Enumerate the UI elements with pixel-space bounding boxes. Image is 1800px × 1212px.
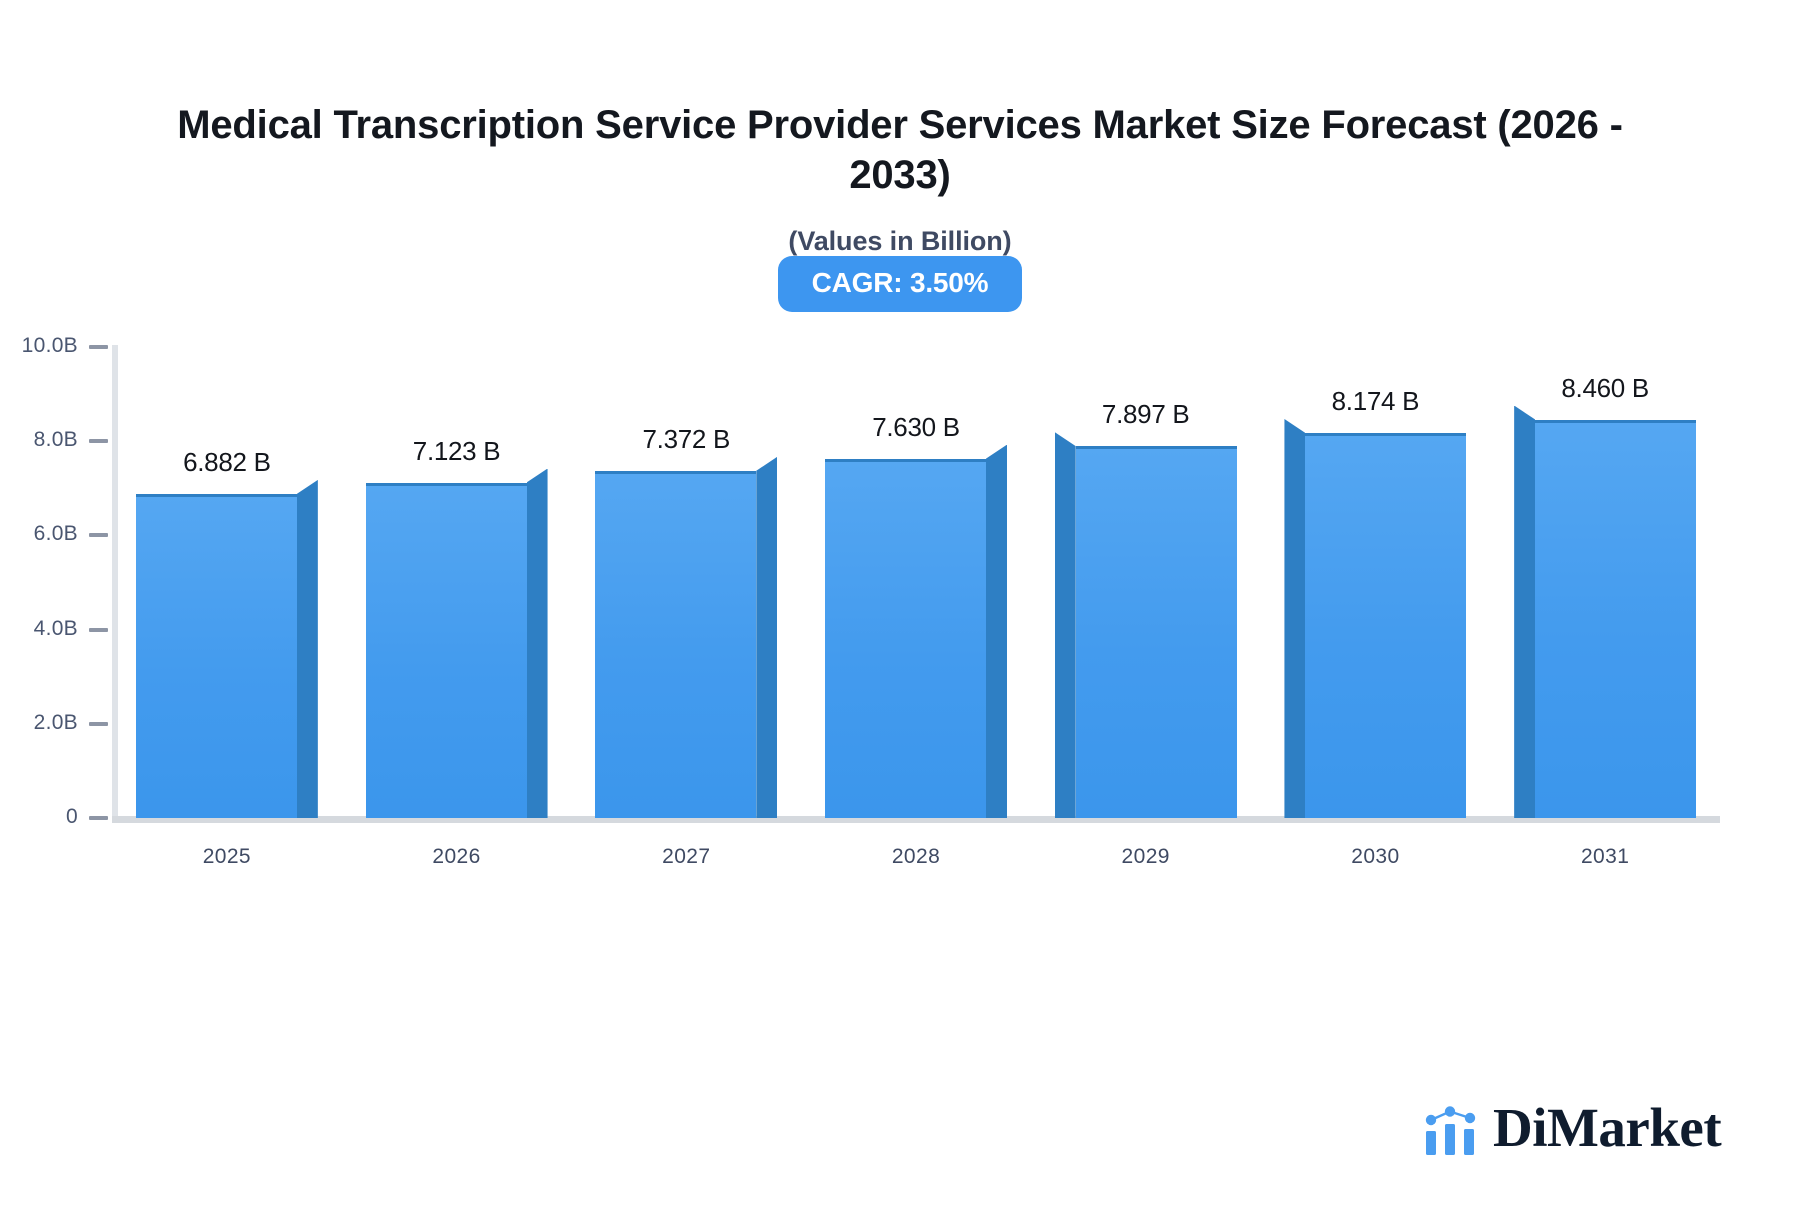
bar-front-face[interactable] bbox=[1535, 419, 1697, 818]
bar-depth-panel bbox=[1514, 405, 1536, 818]
y-axis-tick-label: 6.0B bbox=[33, 522, 78, 546]
bar-value-label: 7.372 B bbox=[642, 423, 731, 454]
bar-depth-panel bbox=[526, 468, 548, 818]
dimarket-logo: DiMarket bbox=[1424, 1097, 1722, 1158]
y-axis-ticks: 10.0B 8.0B 6.0B 4.0B 2.0B 0 bbox=[0, 0, 112, 1212]
y-axis-tick-label: 0 bbox=[66, 805, 78, 828]
x-axis-label-2029: 2029 bbox=[1121, 845, 1170, 868]
bar-value-label: 8.174 B bbox=[1331, 386, 1420, 416]
x-axis-label-2028: 2028 bbox=[891, 845, 941, 868]
bar-value-label: 7.897 B bbox=[1101, 399, 1190, 430]
y-axis-tick-mark bbox=[89, 816, 108, 820]
y-axis-tick-mark bbox=[89, 439, 108, 444]
bar-depth-panel bbox=[296, 479, 318, 818]
y-axis-tick-mark bbox=[89, 345, 108, 349]
y-axis-tick-mark bbox=[89, 721, 108, 726]
y-axis-tick-label: 4.0B bbox=[33, 616, 78, 640]
y-axis-tick-mark bbox=[89, 533, 108, 538]
y-axis-tick-label: 10.0B bbox=[21, 334, 78, 357]
x-axis-label-2031: 2031 bbox=[1580, 845, 1630, 868]
x-axis-label-2027: 2027 bbox=[662, 845, 711, 868]
bar-depth-panel bbox=[1054, 432, 1076, 818]
y-axis-tick-label: 2.0B bbox=[33, 710, 78, 734]
y-axis-tick-label: 8.0B bbox=[33, 428, 78, 452]
bar-front-face[interactable] bbox=[1075, 446, 1237, 818]
y-axis-line bbox=[112, 345, 118, 823]
bars-layer: 6.882 B 2025 7.123 B 2026 7.372 B 2027 7.630 B… bbox=[112, 0, 1720, 1212]
logo-wordmark: DiMarket bbox=[1493, 1097, 1722, 1158]
bar-value-label: 7.630 B bbox=[872, 411, 960, 442]
bar-front-face[interactable] bbox=[825, 458, 986, 818]
chart-title: Medical Transcription Service Provider S… bbox=[177, 103, 1623, 198]
x-axis-label-2030: 2030 bbox=[1351, 845, 1400, 868]
bar-front-face[interactable] bbox=[365, 482, 527, 818]
bar-depth-panel bbox=[986, 444, 1007, 818]
bar-chart-icon bbox=[1425, 1105, 1476, 1155]
bar-front-face[interactable] bbox=[595, 470, 757, 818]
y-axis-tick-mark bbox=[89, 627, 108, 632]
x-axis-label-2025: 2025 bbox=[202, 845, 252, 868]
bar-value-label: 6.882 B bbox=[183, 446, 271, 477]
x-axis-label-2026: 2026 bbox=[432, 845, 481, 868]
chart-subtitle: (Values in Billion) bbox=[788, 226, 1012, 256]
bar-value-label: 8.460 B bbox=[1561, 372, 1649, 403]
bar-value-label: 7.123 B bbox=[412, 435, 501, 466]
bar-depth-panel bbox=[756, 456, 778, 818]
x-axis-line bbox=[112, 816, 1720, 823]
bar-depth-panel bbox=[1284, 419, 1306, 818]
bar-front-face[interactable] bbox=[1305, 433, 1467, 818]
bar-front-face[interactable] bbox=[135, 493, 297, 818]
